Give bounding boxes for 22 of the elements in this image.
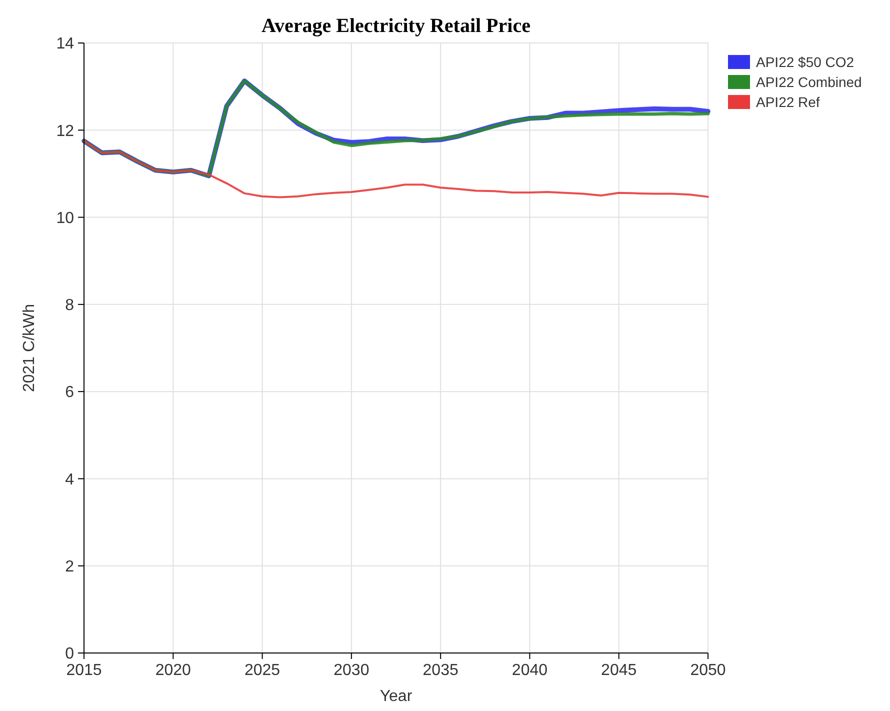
x-tick-label: 2040 [512,662,548,679]
y-tick-label: 2 [65,558,74,576]
y-tick-label: 6 [65,384,74,402]
x-axis-title: Year [380,688,413,705]
legend-label: API22 Ref [756,94,820,110]
x-tick-label: 2050 [690,662,726,679]
x-tick-label: 2030 [334,662,370,679]
x-tick-label: 2035 [422,662,458,679]
x-tick-label: 2015 [66,662,102,679]
legend-label: API22 Combined [756,74,862,90]
y-axis-title: 2021 C/kWh [21,304,38,392]
y-tick-label: 8 [65,297,74,314]
x-tick-label: 2020 [155,662,192,679]
legend-label: API22 $50 CO2 [756,54,854,70]
x-tick-label: 2025 [244,662,280,679]
y-tick-label: 0 [65,646,74,663]
chart-title: Average Electricity Retail Price [262,15,531,37]
y-tick-label: 10 [56,210,74,227]
y-tick-label: 14 [56,36,74,53]
y-tick-label: 12 [56,122,74,140]
x-tick-label: 2045 [601,662,637,679]
y-tick-label: 4 [65,471,74,488]
